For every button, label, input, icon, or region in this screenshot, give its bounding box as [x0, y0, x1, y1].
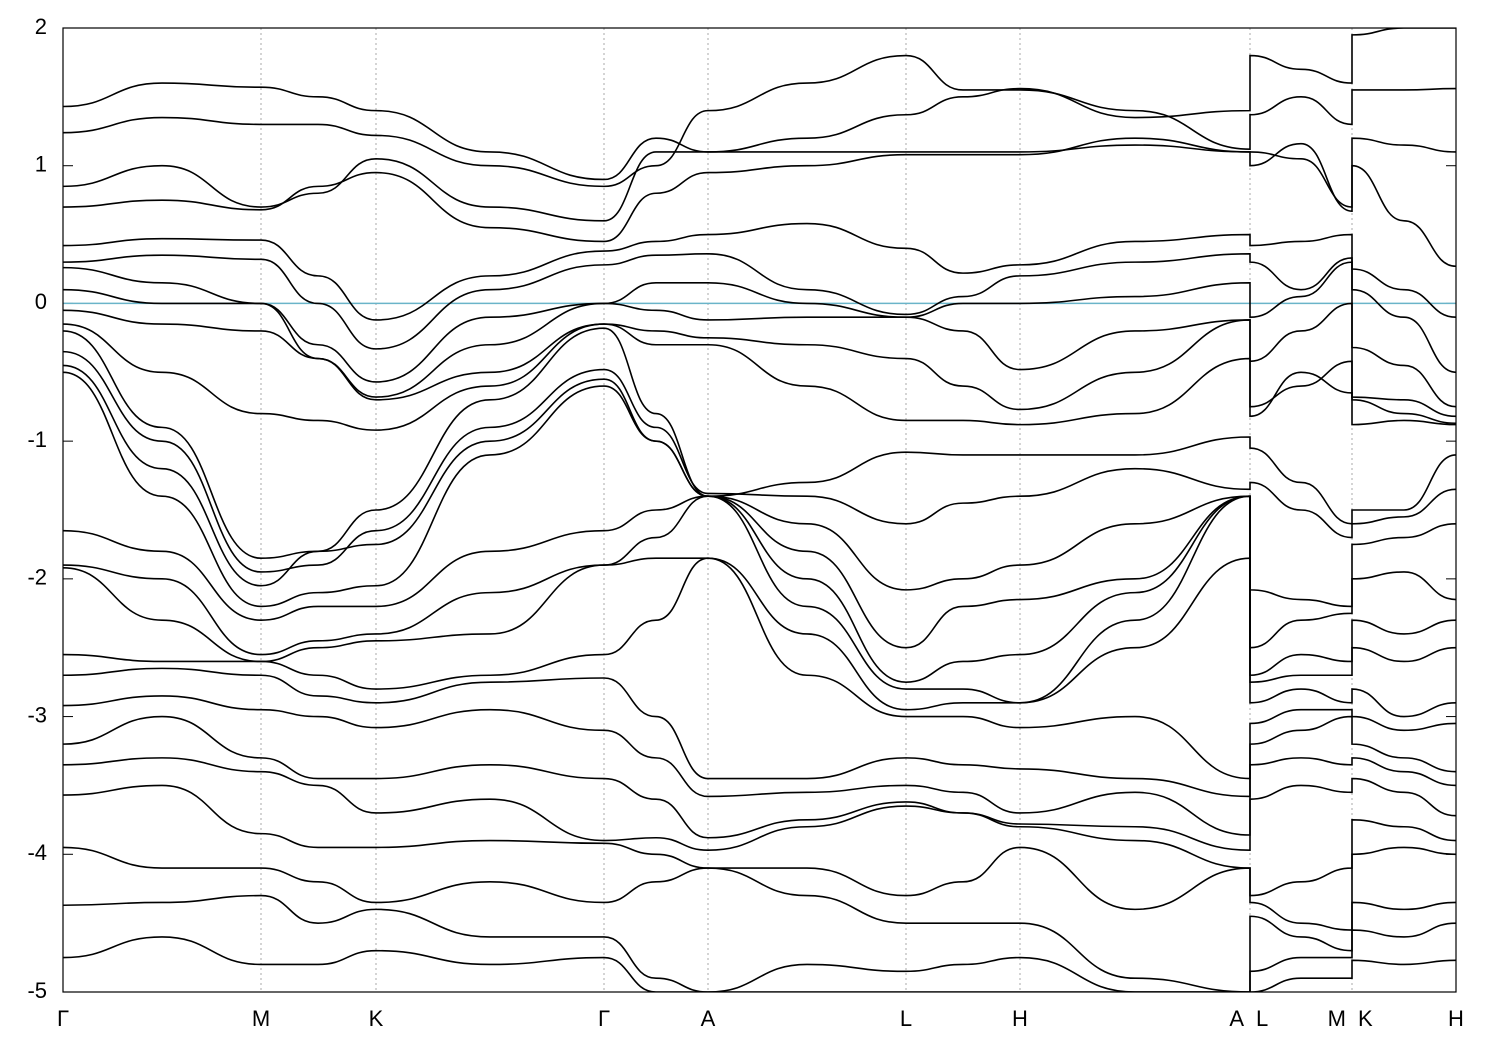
band-line	[63, 936, 1456, 992]
y-tick-label: -5	[27, 978, 47, 1003]
band-line	[63, 253, 1456, 374]
band-line	[63, 757, 1456, 897]
y-tick-label: 2	[35, 14, 47, 39]
band-line	[63, 309, 1456, 425]
band-line	[63, 667, 1456, 798]
bands	[63, 28, 1456, 992]
band-line	[63, 784, 1456, 931]
x-tick-label: L	[900, 1006, 912, 1031]
x-tick-label: Γ	[57, 1006, 69, 1031]
band-line	[63, 137, 1456, 222]
x-tick-label: H	[1448, 1006, 1464, 1031]
band-line	[63, 495, 1456, 704]
band-line	[63, 557, 1456, 780]
y-tick-label: 1	[35, 152, 47, 177]
x-tick-label: K	[369, 1006, 384, 1031]
band-line	[63, 364, 1456, 608]
y-tick-label: -3	[27, 702, 47, 727]
band-line	[63, 846, 1456, 992]
band-line	[63, 695, 1456, 836]
x-tick-label: K	[1358, 1006, 1373, 1031]
band-line	[63, 715, 1456, 851]
band-line	[63, 371, 1456, 649]
x-tick-label: M	[1328, 1006, 1346, 1031]
y-tick-label: 0	[35, 289, 47, 314]
y-tick-label: -4	[27, 840, 47, 865]
band-line	[63, 54, 1456, 188]
x-tick-label: H	[1012, 1006, 1028, 1031]
plot-frame	[62, 27, 1457, 993]
x-tick-label: L	[1256, 1006, 1268, 1031]
band-line	[63, 288, 1456, 418]
band-line	[63, 137, 1456, 268]
band-line	[63, 495, 1456, 683]
band-line	[63, 222, 1456, 321]
band-line	[63, 323, 1456, 431]
y-tick-label: -1	[27, 427, 47, 452]
band-line	[63, 350, 1456, 573]
x-tick-label: A	[1229, 1006, 1244, 1031]
band-line	[63, 557, 1456, 718]
x-tick-label: Γ	[598, 1006, 610, 1031]
x-tick-label: A	[701, 1006, 716, 1031]
band-line	[63, 327, 1456, 560]
y-tick-label: -2	[27, 565, 47, 590]
band-line	[63, 261, 1456, 408]
x-tick-label: M	[252, 1006, 270, 1031]
band-line	[63, 28, 1456, 181]
band-line	[63, 894, 1456, 992]
